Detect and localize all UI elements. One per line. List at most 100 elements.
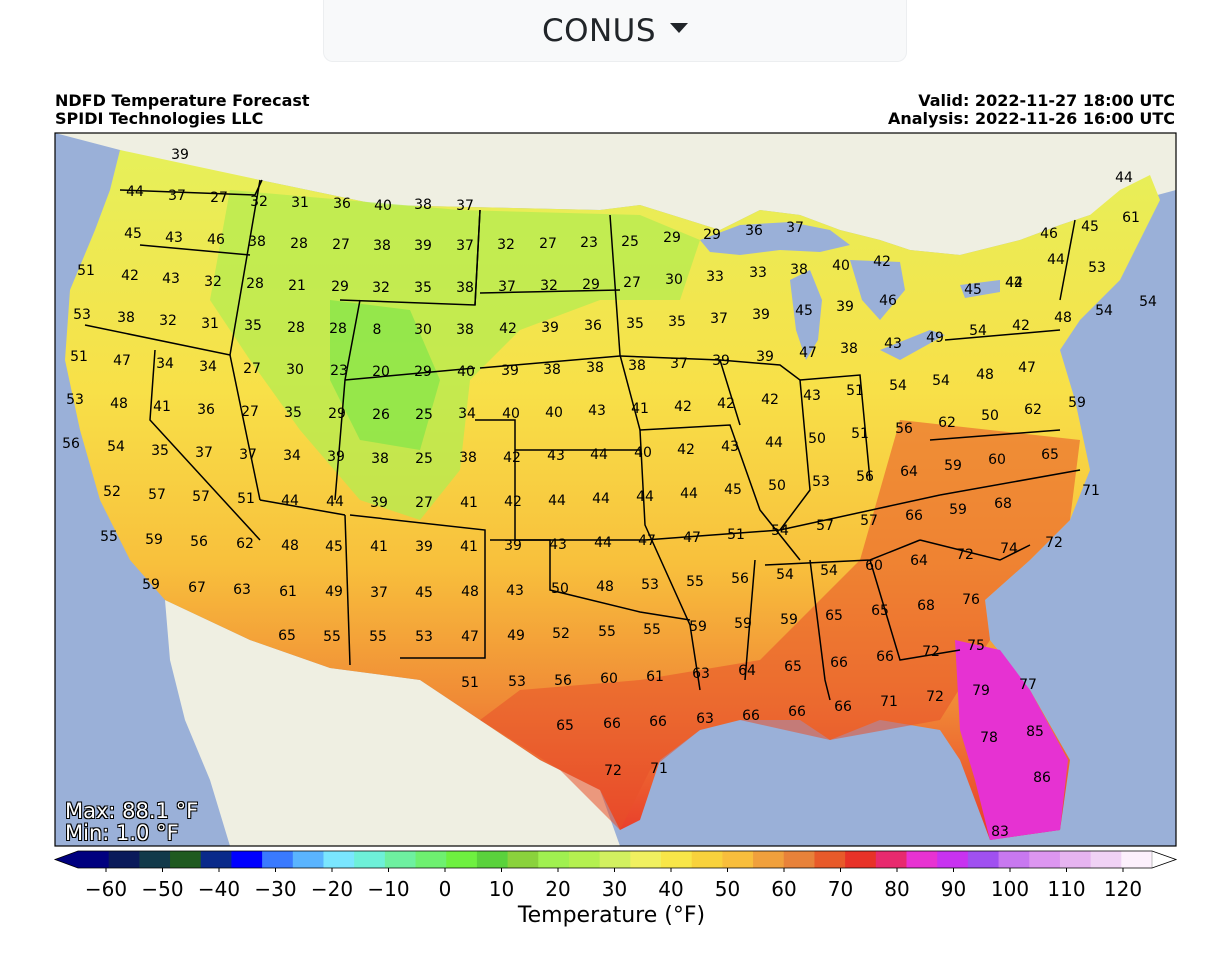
colorbar-min-arrow [55,851,78,868]
temperature-label: 44 [1047,252,1065,268]
map-title: NDFD Temperature Forecast [55,91,310,110]
colorbar-tick-label: 60 [771,877,796,901]
region-dropdown[interactable]: CONUS [323,0,907,62]
temperature-label: 27 [332,237,350,253]
colorbar-segment [630,851,662,868]
temperature-label: 41 [631,401,649,417]
temperature-label: 66 [830,655,848,671]
temperature-label: 59 [142,577,160,593]
temperature-label: 43 [162,271,180,287]
temperature-label: 43 [506,583,524,599]
colorbar-segment [1090,851,1122,868]
temperature-label: 54 [889,378,907,394]
temperature-label: 59 [944,458,962,474]
colorbar-segment [1029,851,1061,868]
temperature-label: 35 [151,443,169,459]
colorbar-segment [998,851,1030,868]
temperature-label: 39 [836,299,854,315]
temperature-label: 85 [1026,724,1044,740]
temperature-label: 27 [415,495,433,511]
temperature-label: 43 [588,403,606,419]
valid-time: Valid: 2022-11-27 18:00 UTC [918,91,1175,110]
temperature-label: 37 [456,198,474,214]
temperature-label: 65 [1041,447,1059,463]
temperature-label: 44 [326,494,344,510]
colorbar-segment [661,851,693,868]
temperature-label: 38 [840,341,858,357]
colorbar-max-arrow [1151,850,1177,869]
colorbar-segment [262,851,294,868]
temperature-label: 37 [168,188,186,204]
min-temp: Min: 1.0 °F [65,821,179,845]
temperature-label: 38 [248,234,266,250]
colorbar-tick-label: −30 [254,877,296,901]
colorbar-outline [53,850,1178,869]
colorbar-tick-label: −20 [311,877,353,901]
temperature-label: 71 [1082,483,1100,499]
temperature-label: 48 [281,538,299,554]
colorbar-label: Temperature (°F) [517,903,706,928]
temperature-label: 47 [799,345,817,361]
canada-land [55,133,1176,255]
temperature-label: 38 [456,322,474,338]
temperature-label: 75 [967,638,985,654]
map-header-left: NDFD Temperature Forecast SPIDI Technolo… [55,92,310,128]
temperature-label: 44 [1005,275,1023,291]
colorbar-segment [323,851,355,868]
colorbar-tick-label: 10 [489,877,514,901]
temperature-label: 71 [880,694,898,710]
colorbar-tick-label: 100 [991,877,1029,901]
temperature-label: 40 [545,405,563,421]
temperature-label: 56 [856,469,874,485]
temperature-label: 54 [776,567,794,583]
temperature-label: 39 [327,449,345,465]
temperature-label: 57 [816,518,834,534]
colorbar-segment [691,851,723,868]
temperature-label: 48 [461,584,479,600]
florida-hot-zone [955,640,1068,840]
temperature-label: 42 [761,392,779,408]
rockies-cool-zone [210,190,700,520]
temperature-label: 56 [895,421,913,437]
temperature-label: 38 [117,310,135,326]
temperature-label: 28 [329,321,347,337]
temperature-label: 51 [851,426,869,442]
temperature-label: 62 [1024,402,1042,418]
temperature-label: 34 [458,406,476,422]
temperature-label: 39 [415,539,433,555]
temperature-label: 29 [414,364,432,380]
temperature-label: 34 [199,359,217,375]
temperature-label: 29 [663,230,681,246]
temperature-label: 54 [820,563,838,579]
temperature-label: 42 [121,268,139,284]
colorbar-segment [568,851,601,868]
temperature-label: 59 [949,502,967,518]
temperature-label: 54 [1139,294,1157,310]
colorbar-tick-label: 110 [1047,877,1085,901]
colorbar-segment [722,851,754,868]
temperature-label: 26 [372,407,390,423]
region-dropdown-label: CONUS [541,12,657,49]
temperature-label: 43 [547,448,565,464]
colorbar-segment [231,851,263,868]
temperature-label: 50 [768,478,786,494]
temperature-label: 30 [665,272,683,288]
southeast-warm-zone [480,420,1080,830]
temperature-label: 42 [504,494,522,510]
temperature-label: 31 [291,195,309,211]
temperature-label: 43 [721,439,739,455]
temperature-label: 66 [742,708,760,724]
temperature-label: 37 [710,311,728,327]
temperature-label: 42 [1005,275,1023,291]
temperature-label: 44 [765,435,783,451]
temperature-label: 23 [580,235,598,251]
temperature-label: 39 [171,147,189,163]
temperature-label: 50 [551,581,569,597]
colorbar-tick-label: 20 [545,877,570,901]
temperature-label: 43 [165,230,183,246]
temperature-label: 56 [731,571,749,587]
temperature-label: 28 [290,236,308,252]
temperature-label: 33 [749,265,767,281]
colorbar-segment [415,851,447,868]
temperature-label: 37 [456,238,474,254]
